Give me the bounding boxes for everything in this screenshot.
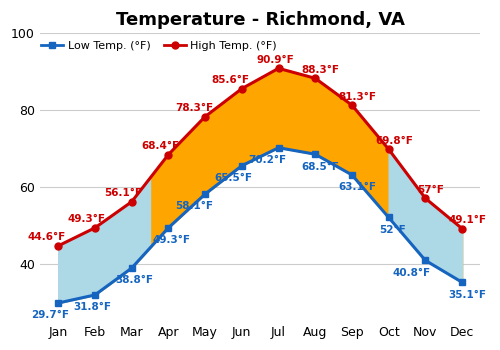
Text: 69.8°F: 69.8°F: [376, 136, 413, 146]
High Temp. (°F): [349, 103, 355, 107]
Low Temp. (°F): [92, 293, 98, 297]
Text: 56.1°F: 56.1°F: [104, 188, 142, 198]
Title: Temperature - Richmond, VA: Temperature - Richmond, VA: [116, 11, 405, 29]
Text: 85.6°F: 85.6°F: [212, 75, 250, 85]
Low Temp. (°F): [55, 301, 61, 305]
Low Temp. (°F): [166, 226, 172, 230]
Line: Low Temp. (°F): Low Temp. (°F): [54, 144, 466, 307]
Text: 49.3°F: 49.3°F: [152, 235, 190, 245]
High Temp. (°F): [55, 244, 61, 248]
Text: 90.9°F: 90.9°F: [257, 55, 294, 65]
Text: 68.5°F: 68.5°F: [302, 161, 340, 171]
High Temp. (°F): [312, 76, 318, 80]
Low Temp. (°F): [459, 280, 465, 285]
Text: 52°F: 52°F: [380, 225, 406, 235]
Low Temp. (°F): [202, 192, 208, 196]
Text: 68.4°F: 68.4°F: [141, 141, 179, 151]
High Temp. (°F): [202, 114, 208, 119]
High Temp. (°F): [92, 226, 98, 230]
Text: 81.3°F: 81.3°F: [338, 92, 376, 102]
Text: 49.1°F: 49.1°F: [448, 215, 486, 225]
Text: 49.3°F: 49.3°F: [68, 214, 106, 224]
Text: 57°F: 57°F: [418, 185, 444, 195]
High Temp. (°F): [459, 226, 465, 231]
High Temp. (°F): [386, 147, 392, 151]
Legend: Low Temp. (°F), High Temp. (°F): Low Temp. (°F), High Temp. (°F): [36, 36, 282, 55]
Text: 65.5°F: 65.5°F: [214, 173, 252, 183]
High Temp. (°F): [128, 200, 134, 204]
Low Temp. (°F): [276, 146, 281, 150]
Low Temp. (°F): [312, 152, 318, 156]
Low Temp. (°F): [128, 266, 134, 270]
High Temp. (°F): [276, 66, 281, 70]
Text: 31.8°F: 31.8°F: [73, 302, 111, 312]
Text: 44.6°F: 44.6°F: [28, 232, 66, 242]
High Temp. (°F): [239, 86, 245, 91]
Text: 40.8°F: 40.8°F: [392, 268, 430, 278]
Low Temp. (°F): [239, 164, 245, 168]
Text: 35.1°F: 35.1°F: [448, 289, 486, 300]
Low Temp. (°F): [349, 173, 355, 177]
Low Temp. (°F): [422, 258, 428, 262]
Text: 88.3°F: 88.3°F: [302, 65, 340, 75]
Text: 78.3°F: 78.3°F: [175, 103, 213, 113]
Text: 29.7°F: 29.7°F: [31, 310, 69, 320]
High Temp. (°F): [166, 153, 172, 157]
Line: High Temp. (°F): High Temp. (°F): [54, 65, 466, 249]
Text: 58.1°F: 58.1°F: [175, 201, 213, 211]
Text: 70.2°F: 70.2°F: [248, 155, 286, 165]
Low Temp. (°F): [386, 215, 392, 219]
Text: 38.8°F: 38.8°F: [116, 275, 154, 285]
High Temp. (°F): [422, 196, 428, 201]
Text: 63.1°F: 63.1°F: [338, 182, 376, 192]
